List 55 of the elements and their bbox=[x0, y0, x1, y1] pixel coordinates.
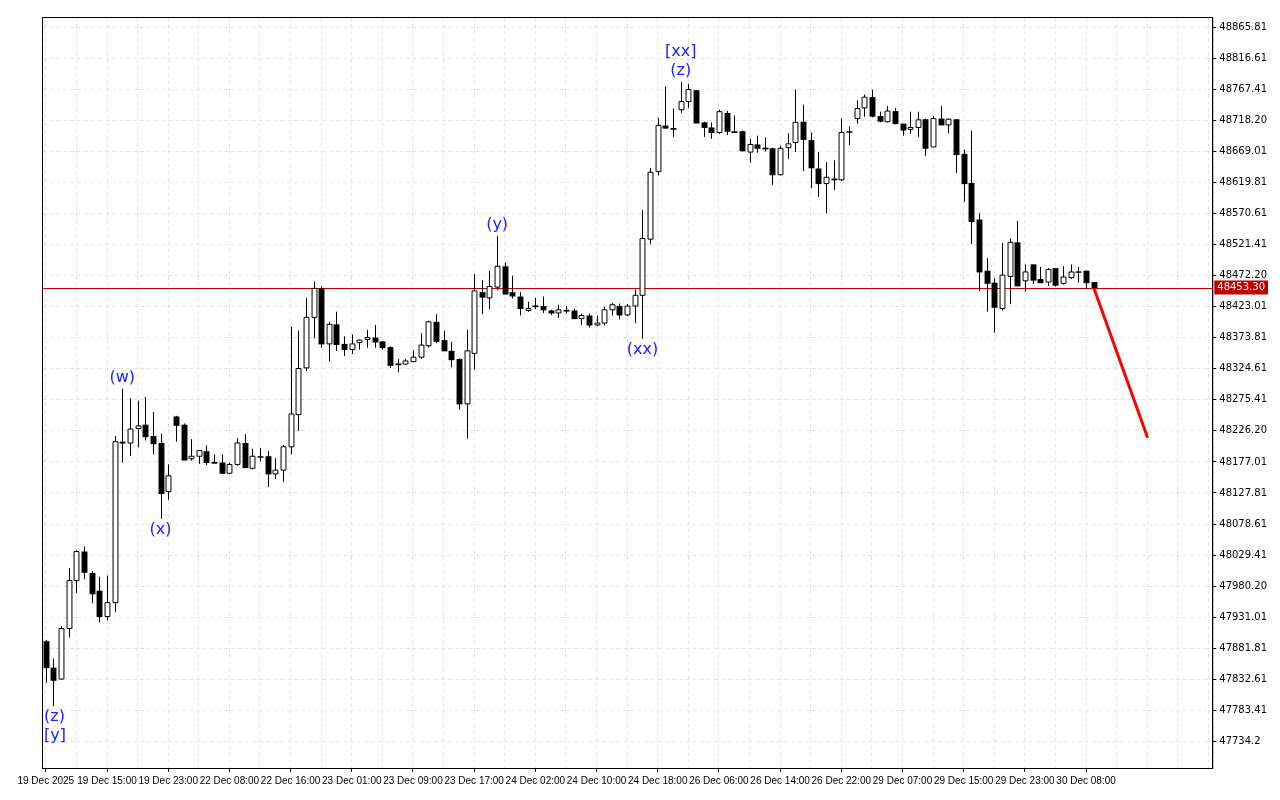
x-tick-label: 24 Dec 02:00 bbox=[505, 774, 566, 786]
y-tick-label: 48373.81 bbox=[1219, 331, 1267, 343]
annotation: (x) bbox=[149, 518, 172, 538]
x-tick-label: 26 Dec 22:00 bbox=[811, 774, 872, 786]
y-tick-label: 47783.41 bbox=[1219, 703, 1267, 715]
x-tick-label: 23 Dec 01:00 bbox=[322, 774, 382, 786]
annotation: (xx) bbox=[626, 339, 659, 359]
x-tick-label: 29 Dec 07:00 bbox=[872, 774, 933, 786]
x-tick-label: 23 Dec 17:00 bbox=[444, 774, 505, 786]
y-tick-label: 48865.81 bbox=[1219, 20, 1267, 32]
y-tick-label: 48816.61 bbox=[1219, 51, 1267, 63]
y-tick-label: 47881.81 bbox=[1219, 641, 1267, 653]
ref-line-label: 48453.30 bbox=[1217, 281, 1265, 293]
x-tick-label: 26 Dec 14:00 bbox=[750, 774, 811, 786]
x-tick-label: 19 Dec 15:00 bbox=[77, 774, 138, 786]
candlestick bbox=[846, 125, 853, 146]
x-tick-label: 19 Dec 2025 bbox=[17, 774, 75, 786]
annotation: [y] bbox=[44, 725, 66, 745]
y-tick-label: 47734.2 bbox=[1219, 734, 1261, 746]
x-tick-label: 22 Dec 08:00 bbox=[199, 774, 260, 786]
x-tick-label: 26 Dec 06:00 bbox=[689, 774, 750, 786]
x-tick-label: 24 Dec 10:00 bbox=[566, 774, 627, 786]
x-tick-label: 24 Dec 18:00 bbox=[627, 774, 688, 786]
y-tick-label: 48570.61 bbox=[1219, 207, 1267, 219]
x-tick-label: 22 Dec 16:00 bbox=[260, 774, 321, 786]
y-tick-label: 47980.20 bbox=[1219, 579, 1267, 591]
y-tick-label: 48718.20 bbox=[1219, 113, 1267, 125]
y-tick-label: 47832.61 bbox=[1219, 672, 1267, 684]
y-tick-label: 48423.01 bbox=[1219, 300, 1267, 312]
y-tick-label: 48078.61 bbox=[1219, 517, 1267, 529]
y-tick-label: 48767.41 bbox=[1219, 82, 1267, 94]
y-tick-label: 48521.41 bbox=[1219, 238, 1267, 250]
y-tick-label: 47931.01 bbox=[1219, 610, 1267, 622]
x-tick-label: 30 Dec 08:00 bbox=[1056, 774, 1117, 786]
candlestick bbox=[173, 415, 180, 443]
y-tick-label: 48177.01 bbox=[1219, 455, 1267, 467]
y-tick-label: 48029.41 bbox=[1219, 548, 1267, 560]
annotation: [xx] bbox=[664, 41, 697, 61]
x-tick-label: 29 Dec 23:00 bbox=[995, 774, 1056, 786]
y-tick-label: 48127.81 bbox=[1219, 486, 1267, 498]
y-tick-label: 48226.20 bbox=[1219, 424, 1267, 436]
y-tick-label: 48669.01 bbox=[1219, 145, 1267, 157]
x-tick-label: 19 Dec 23:00 bbox=[138, 774, 199, 786]
y-tick-label: 48324.61 bbox=[1219, 362, 1267, 374]
y-tick-label: 48275.41 bbox=[1219, 393, 1267, 405]
y-tick-label: 48619.81 bbox=[1219, 176, 1267, 188]
annotation: (y) bbox=[486, 214, 509, 234]
x-tick-label: 23 Dec 09:00 bbox=[383, 774, 444, 786]
y-tick-label: 48472.20 bbox=[1219, 269, 1267, 281]
candlestick bbox=[670, 108, 677, 138]
annotation: (z) bbox=[44, 706, 65, 726]
annotation: (z) bbox=[670, 60, 692, 80]
annotation: (w) bbox=[109, 366, 136, 386]
candlestick bbox=[731, 114, 738, 133]
x-tick-label: 29 Dec 15:00 bbox=[933, 774, 994, 786]
